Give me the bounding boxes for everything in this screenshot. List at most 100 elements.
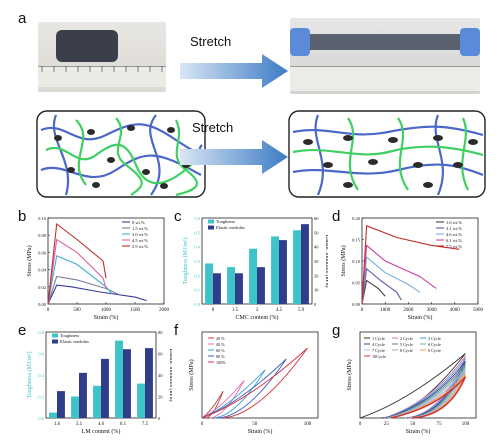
x-tick-label: 75 xyxy=(437,422,443,427)
panel-label-g: g xyxy=(332,322,341,339)
legend-swatch xyxy=(52,339,58,344)
chart-e-toughness-modulus-lm: 1.6 3.1 4.6 6.1 7.5 0.0 0.2 0.4 0.6 0.8 0 20 40 60 80 L… xyxy=(26,330,172,435)
legend-swatch xyxy=(52,333,58,338)
x-tick-label: 1.6 xyxy=(54,422,61,427)
legend-label: 7.5 wt.% xyxy=(446,244,462,249)
plot-frame xyxy=(201,331,319,419)
bar-modulus xyxy=(79,372,87,418)
y-tick-label: 0.15 xyxy=(352,238,361,243)
left-tick-label: 0.4 xyxy=(38,373,44,378)
series-loop xyxy=(201,369,266,419)
x-tick-label: 5000 xyxy=(473,308,484,313)
legend-label: 0 wt.% xyxy=(132,220,145,225)
x-axis-label: LM content (%) xyxy=(82,428,121,435)
legend-label: 80 % xyxy=(216,354,225,359)
right-tick-label: 60 xyxy=(314,216,319,221)
bar-modulus xyxy=(101,358,109,418)
x-tick-label: 3 xyxy=(256,308,259,313)
series-line xyxy=(361,225,460,305)
chart-g-cyclic-loading: 0 25 50 75 100 Strain (%) Stress (MPa) 1 Cycle 2… xyxy=(346,331,477,435)
bar-toughness xyxy=(137,383,145,418)
network-schematic-after xyxy=(288,110,486,198)
series-loop xyxy=(388,368,466,419)
left-tick-label: 0.5 xyxy=(194,230,200,235)
legend-label: 60 % xyxy=(216,348,225,353)
arrow-top xyxy=(180,54,288,88)
right-tick-label: 30 xyxy=(314,259,319,264)
series-loop xyxy=(388,371,466,419)
bar-toughness xyxy=(115,340,123,418)
bar-toughness xyxy=(49,412,57,418)
x-axis-label: Strain (%) xyxy=(248,428,273,435)
x-axis-label: CMC content (%) xyxy=(236,314,279,321)
chart-b-stress-strain-cmc: 0 500 1000 1500 2000 0.00 0.02 0.04 0.06 0.08 0.10… xyxy=(26,216,170,321)
series-loop xyxy=(384,358,466,419)
chart-c-toughness-modulus-cmc: 0 1.5 3 4.5 5.9 0.0 0.1 0.2 0.3 0.4 0.5 0.6 0 10 20 30 4… xyxy=(182,216,328,321)
left-tick-label: 0.2 xyxy=(38,395,44,400)
legend-label: 1.6 wt.% xyxy=(446,220,462,225)
x-axis-label: Strain (%) xyxy=(408,314,433,321)
x-tick-label: 100 xyxy=(462,422,470,427)
legend-swatch xyxy=(208,225,214,230)
x-tick-label: 6.1 xyxy=(120,422,127,427)
legend-label: 5 Cycle xyxy=(400,342,413,347)
bar-modulus xyxy=(235,273,243,304)
y-tick-label: 0.00 xyxy=(38,302,47,307)
panel-label-d: d xyxy=(332,208,341,225)
x-tick-label: 50 xyxy=(410,422,416,427)
legend-label: 3 Cycle xyxy=(428,336,441,341)
x-tick-label: 0 xyxy=(201,422,204,427)
x-tick-label: 0 xyxy=(359,422,362,427)
x-tick-label: 25 xyxy=(384,422,390,427)
legend-label: 6.1 wt.% xyxy=(446,238,462,243)
y-tick-label: 0.00 xyxy=(352,302,361,307)
bar-toughness xyxy=(293,230,301,304)
y-axis-label: Stress (MPa) xyxy=(340,245,347,276)
series-line xyxy=(47,255,113,305)
left-tick-label: 0.0 xyxy=(38,416,44,421)
x-tick-label: 7.5 xyxy=(142,422,149,427)
left-tick-label: 0.0 xyxy=(194,302,200,307)
series-line xyxy=(47,238,107,305)
y-axis-label-left: Toughness (MJ/m³) xyxy=(182,238,189,285)
arrow-bottom xyxy=(180,140,288,174)
x-tick-label: 1.5 xyxy=(232,308,239,313)
legend-label: 3.0 wt.% xyxy=(132,232,148,237)
legend-label: 4.5 wt.% xyxy=(132,238,148,243)
series-loop xyxy=(201,358,287,419)
legend-label: 1.5 wt.% xyxy=(132,226,148,231)
y-tick-label: 0.10 xyxy=(352,259,361,264)
panel-label-a: a xyxy=(18,10,27,27)
right-tick-label: 20 xyxy=(314,273,319,278)
bar-modulus xyxy=(123,349,131,418)
series-line xyxy=(361,256,421,305)
legend-label: 40 % xyxy=(216,342,225,347)
bar-toughness xyxy=(205,263,213,304)
left-tick-label: 0.1 xyxy=(194,288,200,293)
right-tick-label: 80 xyxy=(158,330,163,335)
stretch-label-top: Stretch xyxy=(190,34,232,49)
legend-label: 8 Cycle xyxy=(400,348,413,353)
y-tick-label: 0.10 xyxy=(38,216,47,221)
legend-label: 10Cycle xyxy=(372,354,386,359)
series-loop xyxy=(201,390,224,419)
x-tick-label: 2000 xyxy=(403,308,414,313)
y-axis-label-right: Elastic modulus (kPa) xyxy=(168,349,172,402)
legend-label: Elastic modulus xyxy=(216,225,245,230)
right-tick-label: 50 xyxy=(314,230,319,235)
left-tick-label: 0.8 xyxy=(38,330,44,335)
ruler-ticks xyxy=(41,66,163,72)
x-tick-label: 4.5 xyxy=(276,308,283,313)
y-tick-label: 0.04 xyxy=(38,268,47,273)
panel-label-b: b xyxy=(18,208,27,225)
series-line xyxy=(47,222,107,305)
x-axis-label: Strain (%) xyxy=(94,314,119,321)
legend-label: 9 Cycle xyxy=(428,348,441,353)
network-schematic-before xyxy=(36,110,206,198)
panel-label-e: e xyxy=(18,322,27,339)
legend-label: Toughness xyxy=(60,333,79,338)
legend-label: Elastic modulus xyxy=(60,339,89,344)
bar-modulus xyxy=(57,391,65,418)
y-tick-label: 0.05 xyxy=(352,281,361,286)
y-tick-label: 0.08 xyxy=(38,233,47,238)
